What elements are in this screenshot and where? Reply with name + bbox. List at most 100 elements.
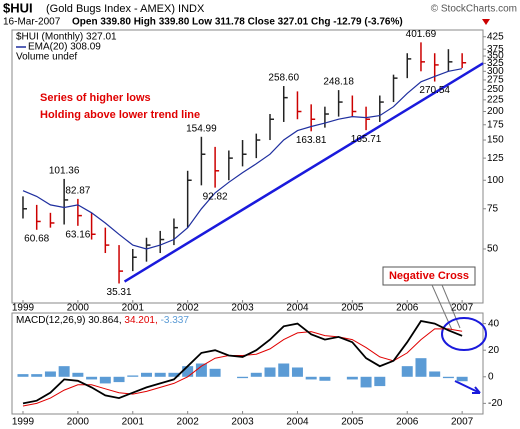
x-tick-label: 2000 — [67, 417, 90, 428]
y-tick-label: 20 — [488, 345, 500, 356]
price-panel — [11, 29, 484, 304]
point-label: 101.36 — [49, 166, 80, 177]
histogram-bar — [456, 376, 468, 382]
volume-legend: Volume undef — [16, 52, 77, 63]
histogram-bar — [415, 358, 427, 377]
y-tick-label: 100 — [487, 175, 504, 186]
histogram-bar — [305, 376, 317, 380]
symbol: $HUI — [3, 0, 33, 15]
y-tick-label: 75 — [487, 203, 499, 214]
annotation: Negative Cross — [389, 270, 469, 282]
histogram-bar — [237, 376, 249, 379]
x-tick-label: 2000 — [67, 303, 90, 314]
point-label: 154.99 — [186, 123, 217, 134]
y-tick-label: 225 — [487, 94, 504, 105]
histogram-bar — [127, 375, 139, 377]
histogram-bar — [168, 372, 180, 377]
histogram-bar — [141, 372, 152, 377]
histogram-bar — [58, 366, 70, 377]
point-label: 82.87 — [65, 186, 90, 197]
quote: Open 339.80 High 339.80 Low 311.78 Close… — [72, 17, 403, 28]
macd-legend: MACD(12,26,9) 30.864, 34.201, -3.337 — [16, 315, 189, 326]
x-tick-label: 2002 — [177, 417, 200, 428]
chart-title: (Gold Bugs Index - AMEX) INDX — [46, 3, 205, 15]
x-tick-label: 2005 — [341, 303, 364, 314]
histogram-bar — [182, 366, 194, 377]
source: © StockCharts.com — [431, 4, 517, 15]
annotation-arrow — [454, 380, 481, 394]
price-legend: $HUI (Monthly) 327.01 — [16, 32, 117, 43]
point-label: 163.81 — [296, 135, 327, 146]
point-label: 270.54 — [419, 85, 450, 96]
point-label: 92.82 — [203, 191, 228, 202]
x-tick-label: 2004 — [286, 417, 309, 428]
y-tick-label: 0 — [488, 371, 494, 382]
y-tick-label: 200 — [487, 106, 504, 117]
histogram-bar — [195, 363, 207, 377]
histogram-bar — [154, 372, 166, 377]
point-label: 248.18 — [323, 77, 354, 88]
histogram-bar — [44, 371, 56, 377]
date: 16-Mar-2007 — [3, 17, 61, 28]
y-tick-label: 375 — [487, 44, 504, 55]
y-tick-label: 425 — [487, 31, 504, 42]
point-label: 401.69 — [406, 29, 437, 40]
y-tick-label: 40 — [488, 318, 500, 329]
histogram-bar — [429, 371, 441, 377]
signal-value: 34.201, — [124, 315, 157, 326]
y-tick-label: 175 — [487, 119, 504, 130]
annotation: Holding above lower trend line — [40, 109, 200, 121]
trend-line — [123, 62, 484, 283]
x-tick-label: 2001 — [122, 303, 145, 314]
x-tick-label: 2004 — [286, 303, 309, 314]
annotation: Series of higher lows — [40, 92, 151, 104]
histogram-bar — [346, 376, 358, 380]
point-label: 63.16 — [65, 229, 90, 240]
histogram-bar — [374, 376, 386, 387]
histogram-bar — [209, 368, 221, 377]
macd-value: 30.864, — [88, 315, 121, 326]
x-tick-label: 2003 — [231, 417, 254, 428]
point-label: 60.68 — [24, 233, 49, 244]
y-tick-label: 325 — [487, 58, 504, 69]
x-tick-label: 2006 — [396, 417, 419, 428]
histogram-bar — [442, 376, 454, 379]
histogram-bar — [319, 376, 331, 381]
signal-line — [22, 328, 463, 407]
ema-line — [22, 68, 463, 250]
y-tick-label: 300 — [487, 66, 504, 77]
histogram-bar — [86, 376, 98, 380]
down-arrow — [482, 19, 490, 25]
histogram-bar — [291, 367, 303, 377]
ema-legend: EMA(20) 308.09 — [28, 42, 101, 53]
x-tick-label: 1999 — [12, 417, 35, 428]
histogram-bar — [360, 376, 372, 388]
y-tick-label: 350 — [487, 51, 504, 62]
histogram-bar — [99, 376, 111, 384]
macd-panel — [11, 312, 484, 415]
x-tick-label: 2005 — [341, 417, 364, 428]
x-tick-label: 2001 — [122, 417, 145, 428]
macd-line — [22, 320, 463, 405]
x-tick-label: 2006 — [396, 303, 419, 314]
annotation-box — [382, 266, 476, 286]
histogram-bar — [278, 363, 290, 377]
histogram-bar — [401, 366, 413, 377]
histogram-bar — [264, 367, 276, 377]
point-label: 258.60 — [268, 73, 299, 84]
highlight-ellipse — [441, 317, 487, 351]
y-tick-label: 250 — [487, 84, 504, 95]
point-label: 165.71 — [351, 134, 382, 145]
histogram-value: -3.337 — [161, 315, 190, 326]
histogram-bar — [17, 374, 29, 377]
x-tick-label: 2007 — [451, 417, 474, 428]
point-label: 35.31 — [107, 287, 132, 298]
histogram-bar — [250, 372, 262, 377]
macd-name: MACD(12,26,9) — [16, 315, 85, 326]
histogram-bar — [113, 376, 125, 383]
histogram-bar — [31, 374, 43, 377]
y-tick-label: 125 — [487, 153, 504, 164]
histogram-bar — [72, 372, 84, 377]
x-tick-label: 2003 — [231, 303, 254, 314]
